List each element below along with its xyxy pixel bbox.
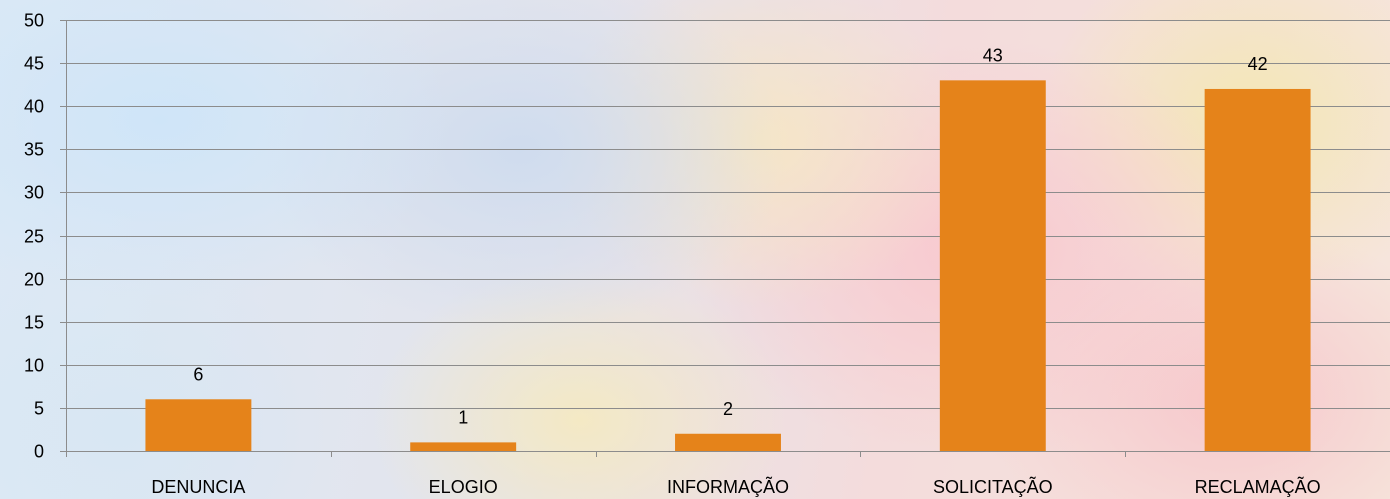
bar-reclamação (1204, 88, 1311, 452)
gridlines (66, 20, 1390, 409)
y-tick-label: 45 (24, 54, 44, 74)
labels: 0 5 10 15 20 25 30 35 40 45 50 DENUNCIA 6 ELOGIO 1 INFO… (24, 11, 1321, 498)
data-label: 43 (983, 45, 1003, 65)
x-category-label: DENUNCIA (151, 477, 245, 497)
y-tick-label: 50 (24, 11, 44, 31)
bar-denuncia (145, 399, 252, 451)
y-tick-label: 15 (24, 313, 44, 333)
y-tick-label: 40 (24, 97, 44, 117)
data-label: 6 (193, 364, 203, 384)
x-category-label: INFORMAÇÃO (667, 476, 789, 497)
bars (145, 80, 1311, 452)
y-tick-label: 20 (24, 270, 44, 290)
y-tick-label: 10 (24, 356, 44, 376)
data-label: 42 (1248, 54, 1268, 74)
x-category-label: RECLAMAÇÃO (1195, 476, 1321, 497)
x-category-label: ELOGIO (429, 477, 498, 497)
y-tick-label: 30 (24, 183, 44, 203)
bar-informação (675, 433, 781, 451)
bar-solicitação (939, 80, 1046, 451)
data-label: 1 (458, 407, 468, 427)
bar-elogio (410, 442, 517, 451)
y-tick-label: 0 (34, 442, 44, 462)
y-tick-label: 25 (24, 227, 44, 247)
y-tick-label: 5 (34, 399, 44, 419)
data-label: 2 (723, 399, 733, 419)
axes (60, 20, 1390, 457)
y-tick-label: 35 (24, 140, 44, 160)
x-category-label: SOLICITAÇÃO (933, 476, 1053, 497)
